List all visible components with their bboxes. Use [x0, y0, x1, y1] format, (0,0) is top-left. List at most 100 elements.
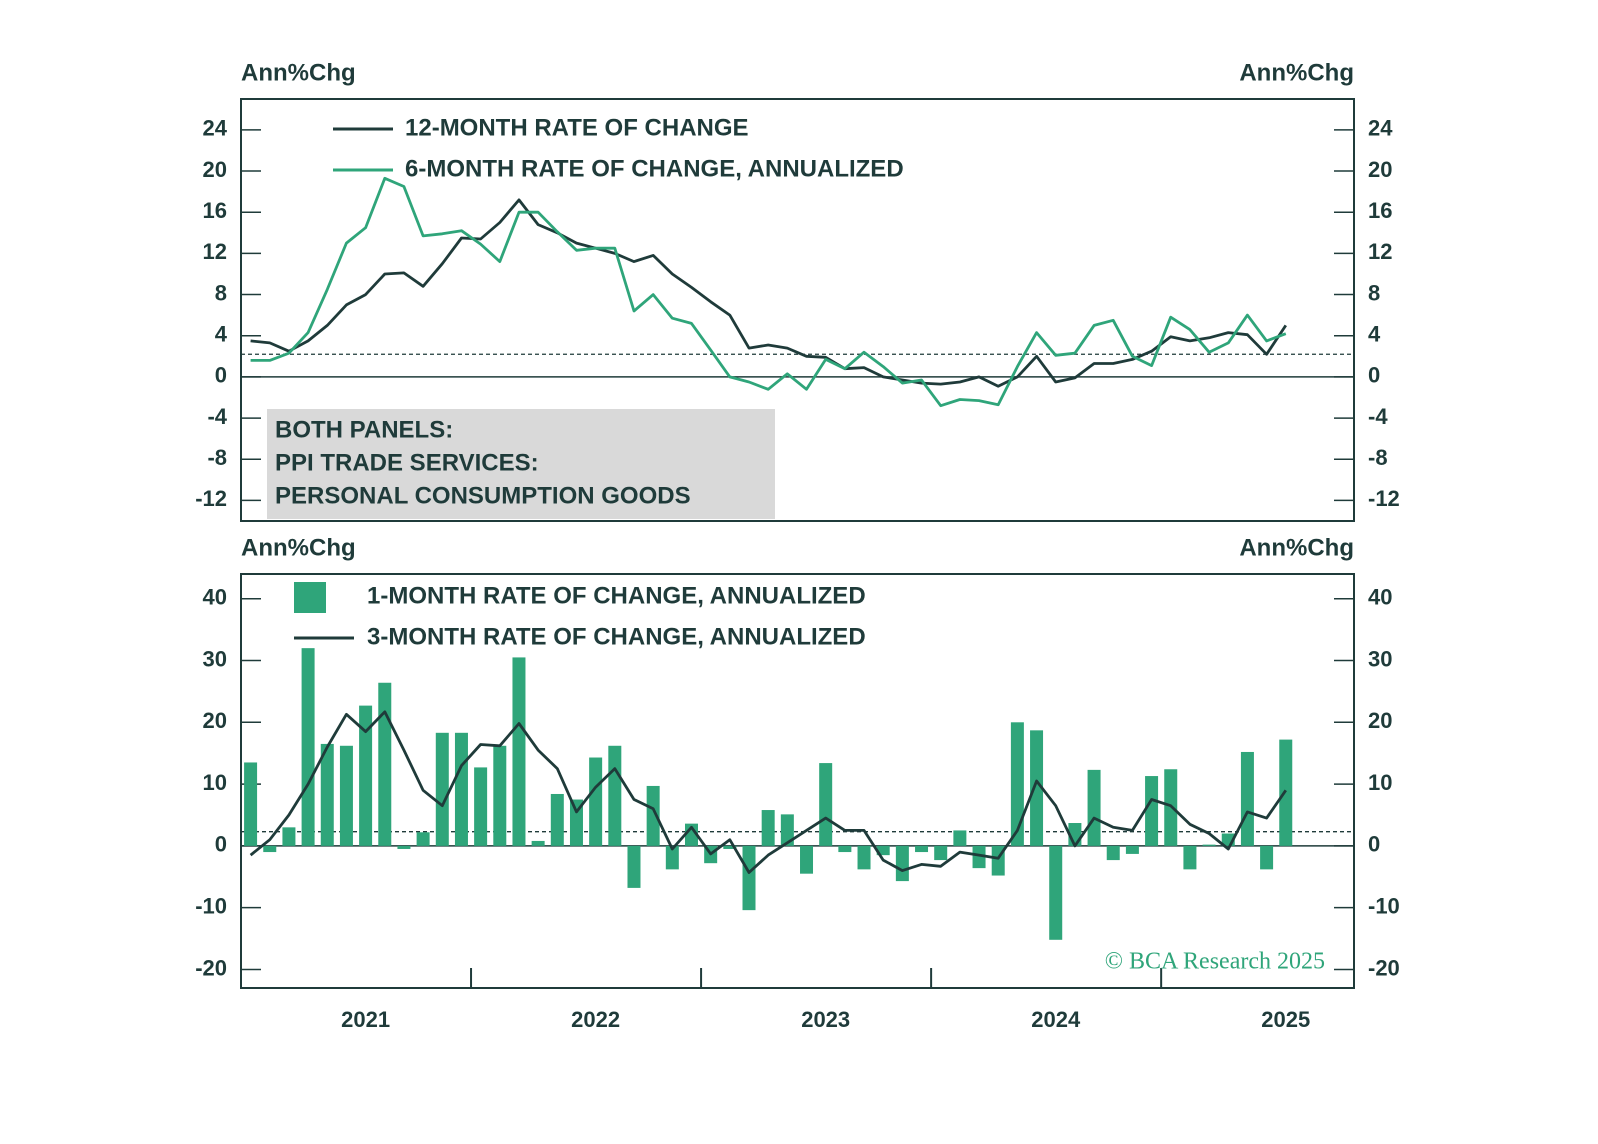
annotation: BOTH PANELS:: [275, 416, 453, 443]
bar: [800, 845, 814, 874]
bar: [550, 793, 564, 846]
legend-label: 1-MONTH RATE OF CHANGE, ANNUALIZED: [367, 582, 866, 609]
legend-label: 3-MONTH RATE OF CHANGE, ANNUALIZED: [367, 623, 866, 650]
bar: [876, 845, 890, 856]
line: [249, 710, 1287, 874]
bar: [378, 682, 392, 846]
bar: [1030, 730, 1044, 846]
y-tick-label: 24: [203, 116, 228, 141]
bar: [608, 745, 622, 846]
bar: [857, 845, 871, 870]
y2-tick-label: 40: [1368, 585, 1392, 610]
annotation-box: [267, 409, 775, 519]
bar: [1125, 845, 1139, 854]
y-axis-label: Ann%Chg: [241, 534, 356, 561]
x-tick-label: 2021: [341, 1007, 390, 1032]
y2-tick-label: -8: [1368, 445, 1388, 470]
y2-tick-label: -12: [1368, 486, 1400, 511]
annotation: PPI TRADE SERVICES:: [275, 449, 539, 476]
y2-axis-label: Ann%Chg: [1239, 534, 1354, 561]
y-tick-label: -4: [207, 404, 227, 429]
y-tick-label: 0: [215, 832, 227, 857]
legend-label: 6-MONTH RATE OF CHANGE, ANNUALIZED: [405, 155, 904, 182]
y2-tick-label: -20: [1368, 955, 1400, 980]
y-tick-label: -12: [195, 486, 227, 511]
bar: [915, 845, 929, 853]
bar: [301, 648, 315, 846]
y-tick-label: 10: [203, 770, 227, 795]
bar: [397, 845, 411, 849]
y-tick-label: 40: [203, 585, 227, 610]
bar: [589, 757, 603, 846]
y2-tick-label: 0: [1368, 363, 1380, 388]
bar: [723, 845, 737, 849]
y2-tick-label: 8: [1368, 280, 1380, 305]
y-axis-label: Ann%Chg: [241, 59, 356, 86]
bar: [569, 799, 583, 846]
bar: [1240, 751, 1254, 846]
bar: [1145, 776, 1159, 846]
bar: [531, 840, 545, 846]
y2-tick-label: 30: [1368, 646, 1392, 671]
y2-tick-label: -4: [1368, 404, 1388, 429]
bar: [780, 814, 794, 846]
bar: [244, 762, 258, 846]
legend-label: 12-MONTH RATE OF CHANGE: [405, 114, 749, 141]
y-tick-label: 20: [203, 708, 227, 733]
y-tick-label: 30: [203, 646, 227, 671]
y2-tick-label: 10: [1368, 770, 1392, 795]
bar: [761, 810, 775, 846]
y-tick-label: -20: [195, 955, 227, 980]
bar: [493, 745, 507, 846]
bar: [838, 845, 852, 853]
y-tick-label: 20: [203, 157, 227, 182]
line: [250, 198, 1287, 388]
credit: © BCA Research 2025: [1105, 949, 1325, 975]
plot-frame: [240, 573, 1355, 989]
bar: [953, 830, 967, 846]
plot-frame: [240, 98, 1355, 522]
y-tick-label: 0: [215, 363, 227, 388]
y2-tick-label: 4: [1368, 322, 1381, 347]
x-tick-label: 2024: [1031, 1007, 1081, 1032]
y2-tick-label: 24: [1368, 116, 1393, 141]
y-tick-label: 8: [215, 280, 227, 305]
y-tick-label: 12: [203, 239, 227, 264]
bar: [512, 657, 526, 846]
bar: [263, 845, 277, 853]
y2-tick-label: 16: [1368, 198, 1392, 223]
y-tick-label: 4: [215, 322, 228, 347]
bar: [474, 767, 488, 846]
y2-tick-label: 20: [1368, 708, 1392, 733]
y-tick-label: -10: [195, 893, 227, 918]
bar: [646, 785, 660, 846]
y2-tick-label: 20: [1368, 157, 1392, 182]
y2-tick-label: 0: [1368, 832, 1380, 857]
annotation: PERSONAL CONSUMPTION GOODS: [275, 482, 691, 509]
x-tick-label: 2022: [571, 1007, 620, 1032]
bar: [819, 763, 833, 846]
bar: [1010, 722, 1024, 846]
bar: [1183, 845, 1197, 870]
bar: [934, 845, 948, 861]
line: [250, 176, 1287, 408]
bar: [1049, 845, 1063, 940]
x-tick-label: 2023: [801, 1007, 850, 1032]
bar: [1087, 769, 1101, 846]
bar: [1106, 845, 1120, 861]
y-tick-label: -8: [207, 445, 227, 470]
bar: [1202, 844, 1216, 846]
legend-swatch: [294, 582, 326, 613]
bar: [972, 845, 986, 869]
bar: [435, 732, 449, 846]
bar: [1260, 845, 1274, 870]
y-tick-label: 16: [203, 198, 227, 223]
bar: [665, 845, 679, 870]
bar: [282, 827, 296, 846]
bar: [454, 732, 468, 846]
x-tick-label: 2025: [1261, 1007, 1310, 1032]
bar: [416, 832, 430, 846]
y2-axis-label: Ann%Chg: [1239, 59, 1354, 86]
